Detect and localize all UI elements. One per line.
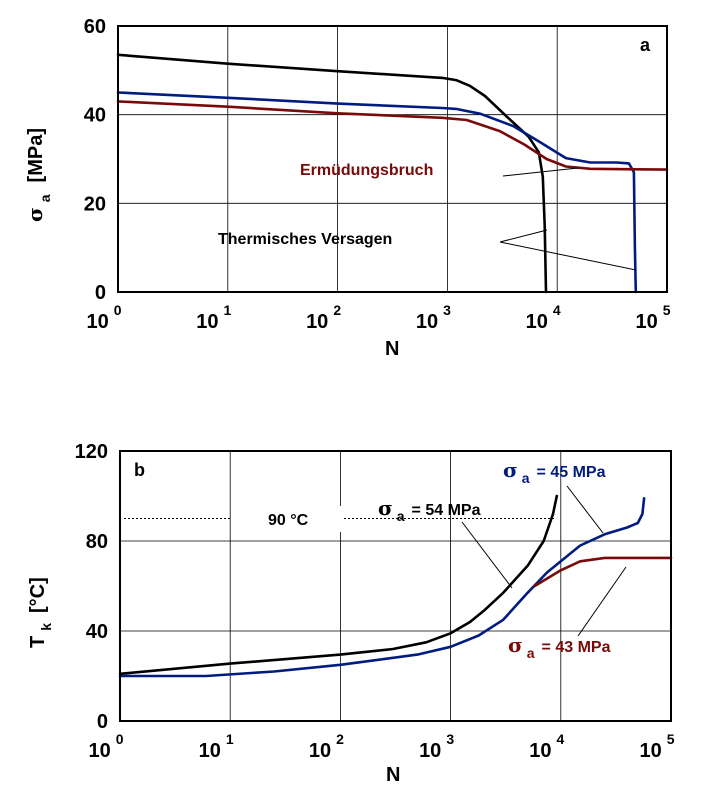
x-tick-exponent: 4: [553, 302, 561, 318]
annotation-subscript: a: [522, 470, 530, 486]
x-tick-base: 10: [196, 311, 218, 333]
x-tick-exponent: 1: [226, 731, 234, 747]
x-tick-base: 10: [309, 740, 331, 762]
x-tick-label: 10 5: [635, 302, 670, 333]
chart-panel-b: 0 40 80 120 10 0 10 1 10 2 10 3 10 4 10 5 b N T k [°C]…: [27, 441, 675, 786]
panel-label-b: b: [134, 460, 145, 480]
y-tick-label: 20: [84, 193, 106, 215]
y-axis-title-a: σ a [MPa]: [23, 128, 54, 222]
annotation-sigma-45: σ a = 45 MPa: [503, 458, 606, 487]
x-tick-exponent: 2: [333, 302, 341, 318]
x-tick-label: 10 3: [419, 731, 454, 762]
y-tick-label: 120: [75, 441, 108, 463]
y-tick-label: 0: [95, 282, 106, 304]
y-axis-main: T: [27, 636, 49, 648]
annotation-leader-lines: [461, 485, 627, 637]
y-axis-symbol: σ: [23, 207, 47, 222]
leader-thermal-blue: [499, 241, 637, 271]
panel-label-a: a: [640, 35, 651, 55]
y-axis-unit: [MPa]: [25, 128, 47, 182]
y-tick-label: 60: [84, 16, 106, 38]
x-tick-base: 10: [199, 740, 221, 762]
y-tick-label: 40: [86, 621, 108, 643]
x-tick-exponent: 3: [446, 731, 454, 747]
x-tick-label: 10 4: [529, 731, 564, 762]
x-tick-exponent: 0: [114, 302, 122, 318]
annotation-subscript: a: [527, 645, 535, 661]
annotation-text: = 45 MPa: [537, 464, 606, 481]
annotation-thermisches-versagen: Thermisches Versagen: [218, 231, 392, 248]
y-axis-title-b: T k [°C]: [27, 577, 55, 648]
y-tick-labels: 0 40 80 120: [75, 441, 108, 733]
x-tick-base: 10: [419, 740, 441, 762]
annotation-ermuedungsbruch: Ermüdungsbruch: [300, 162, 433, 179]
x-tick-exponent: 3: [443, 302, 451, 318]
leader-sigma-45: [566, 485, 604, 534]
x-tick-labels: 10 0 10 1 10 2 10 3 10 4 10 5: [86, 302, 670, 333]
grid: [117, 25, 668, 293]
series-line-black: [118, 494, 559, 676]
annotation-text: = 43 MPa: [542, 639, 611, 656]
x-axis-title-a: N: [385, 338, 399, 360]
series-group: [116, 53, 669, 294]
x-tick-labels: 10 0 10 1 10 2 10 3 10 4 10 5: [88, 731, 674, 762]
series-line-blue: [116, 91, 638, 294]
annotation-subscript: a: [397, 508, 405, 524]
annotation-text: = 54 MPa: [412, 502, 481, 519]
x-tick-label: 10 2: [309, 731, 344, 762]
x-tick-base: 10: [639, 740, 661, 762]
leader-sigma-43: [577, 566, 627, 637]
y-tick-labels: 0 20 40 60: [84, 16, 106, 304]
leader-thermal-black: [499, 229, 548, 243]
x-tick-label: 10 5: [639, 731, 674, 762]
reference-label-90c: 90 °C: [268, 512, 309, 529]
x-tick-exponent: 5: [663, 302, 671, 318]
y-tick-label: 80: [86, 531, 108, 553]
x-tick-label: 10 0: [88, 731, 123, 762]
annotation-symbol: σ: [508, 633, 523, 657]
annotation-symbol: σ: [503, 458, 518, 482]
x-tick-base: 10: [86, 311, 108, 333]
x-tick-label: 10 4: [526, 302, 561, 333]
plot-frame: [119, 450, 672, 722]
x-tick-base: 10: [416, 311, 438, 333]
annotation-leader-lines: [499, 167, 637, 271]
x-tick-exponent: 1: [224, 302, 232, 318]
x-tick-label: 10 1: [199, 731, 234, 762]
x-tick-base: 10: [306, 311, 328, 333]
x-tick-label: 10 1: [196, 302, 231, 333]
y-tick-label: 40: [84, 105, 106, 127]
series-line-red: [116, 100, 669, 171]
y-tick-label: 0: [97, 711, 108, 733]
x-tick-label: 10 3: [416, 302, 451, 333]
reference-label-bg: [232, 506, 342, 532]
x-tick-base: 10: [529, 740, 551, 762]
y-axis-subscript: k: [38, 623, 54, 631]
y-axis-unit: [°C]: [27, 577, 49, 613]
x-tick-label: 10 2: [306, 302, 341, 333]
annotation-sigma-43: σ a = 43 MPa: [508, 633, 611, 662]
annotation-symbol: σ: [378, 496, 393, 520]
grid: [119, 450, 672, 722]
x-axis-title-b: N: [386, 764, 400, 786]
x-tick-base: 10: [88, 740, 110, 762]
chart-panel-a: 0 20 40 60 10 0 10 1 10 2 10 3 10 4 10 5 a N σ a [MPa]…: [23, 16, 671, 360]
leader-sigma-54: [461, 521, 513, 589]
x-tick-base: 10: [635, 311, 657, 333]
series-line-red: [533, 556, 673, 588]
x-tick-label: 10 0: [86, 302, 121, 333]
series-line-blue: [118, 497, 646, 678]
annotation-sigma-54: σ a = 54 MPa: [378, 496, 481, 525]
leader-ermuedung: [502, 167, 579, 177]
x-tick-base: 10: [526, 311, 548, 333]
x-tick-exponent: 4: [557, 731, 565, 747]
series-group: [118, 494, 673, 678]
x-tick-exponent: 5: [667, 731, 675, 747]
plot-frame: [117, 25, 668, 293]
x-tick-exponent: 2: [336, 731, 344, 747]
x-tick-exponent: 0: [116, 731, 124, 747]
series-line-black: [116, 53, 548, 294]
y-axis-subscript: a: [37, 194, 53, 202]
